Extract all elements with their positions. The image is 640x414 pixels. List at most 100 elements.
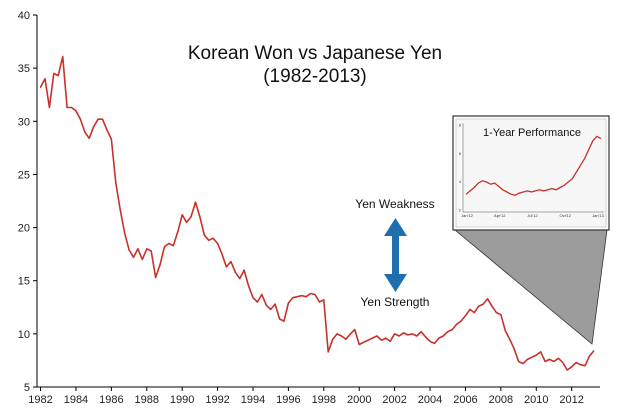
series-point (190, 216, 192, 218)
series-point (323, 299, 325, 301)
y-tick-label: 5 (24, 382, 30, 394)
series-point (367, 339, 369, 341)
x-tick-label: 2000 (347, 394, 371, 406)
inset-y-ticks: 8 6 4 2 (459, 123, 462, 213)
series-point (363, 341, 365, 343)
y-tick-label: 15 (18, 276, 30, 288)
series-point (394, 333, 396, 335)
series-point (526, 358, 529, 360)
inset-y-tick-label: 6 (459, 151, 462, 156)
series-point (571, 366, 573, 368)
series-point (411, 333, 413, 335)
series-point (141, 258, 143, 261)
series-point (500, 314, 502, 316)
series-point (234, 271, 236, 273)
inset-series-line (465, 135, 602, 196)
series-point (274, 303, 276, 305)
series-point (137, 248, 139, 250)
series-point (495, 312, 497, 314)
inset-x-ticks: Jan'12 Apr'12 Jul'12 Oct'12 Jan'13 (461, 213, 604, 218)
series-point (79, 118, 81, 120)
x-tick-label: 2006 (453, 394, 477, 406)
series-point (212, 237, 214, 239)
inset-x-tick-label: Jul'12 (527, 213, 538, 218)
series-point (593, 350, 595, 352)
series-point (159, 264, 161, 266)
series-point (252, 297, 254, 299)
x-tick-label: 2002 (382, 394, 406, 406)
series-point (482, 303, 484, 305)
series-point (146, 248, 148, 250)
series-point (487, 298, 489, 300)
series-point (509, 338, 511, 340)
series-point (44, 78, 46, 80)
x-tick-label: 2012 (559, 394, 583, 406)
series-point (469, 308, 471, 310)
series-point (172, 245, 174, 247)
yen-strength-label: Yen Strength (361, 295, 430, 309)
series-point (132, 256, 135, 258)
series-point (265, 304, 267, 306)
series-point (287, 302, 289, 304)
series-point (181, 214, 183, 216)
x-ticks: 1982 1984 1986 1988 1990 1992 1994 1996 1998 2000… (28, 387, 584, 406)
series-point (194, 201, 197, 203)
series-point (376, 335, 378, 337)
series-point (225, 266, 227, 268)
series-point (75, 110, 77, 112)
series-point (491, 305, 493, 307)
series-point (464, 315, 466, 317)
inset-y-tick-label: 8 (459, 123, 462, 128)
series-point (340, 335, 343, 337)
series-point (332, 338, 334, 340)
series-point (451, 329, 453, 331)
series-point (327, 351, 329, 353)
series-point (473, 312, 475, 314)
series-point (562, 362, 564, 364)
x-tick-label: 1988 (135, 394, 159, 406)
series-point (425, 336, 427, 338)
x-tick-label: 1986 (99, 394, 123, 406)
series-point (429, 340, 431, 342)
series-point (292, 297, 294, 299)
series-point (402, 332, 405, 334)
y-tick-label: 10 (18, 329, 30, 341)
series-point (217, 242, 219, 245)
series-point (62, 55, 64, 58)
series-point (371, 337, 374, 339)
series-point (106, 129, 108, 131)
inset-x-tick-label: Oct'12 (560, 213, 572, 218)
series-point (478, 305, 480, 307)
series-point (531, 356, 533, 358)
series-point (314, 293, 316, 296)
x-tick-label: 1996 (276, 394, 300, 406)
y-tick-label: 40 (18, 10, 30, 22)
x-tick-label: 2010 (524, 394, 548, 406)
series-point (168, 242, 170, 245)
series-point (301, 295, 303, 297)
chart-title: Korean Won vs Japanese Yen (188, 43, 442, 64)
series-point (548, 358, 551, 360)
series-points (39, 55, 595, 371)
yen-weakness-label: Yen Weakness (355, 197, 434, 211)
series-point (433, 342, 436, 344)
x-tick-label: 1992 (205, 394, 229, 406)
series-point (566, 369, 568, 371)
series-point (309, 292, 312, 295)
series-point (239, 278, 241, 280)
series-point (579, 364, 582, 366)
series-point (203, 234, 205, 236)
series-point (513, 348, 515, 350)
series-point (456, 323, 458, 325)
series-point (97, 118, 99, 120)
series-point (248, 285, 250, 287)
series-point (518, 360, 520, 363)
series-point (358, 343, 360, 346)
series-line (39, 55, 595, 371)
series-point (588, 355, 591, 357)
x-tick-label: 2008 (489, 394, 513, 406)
series-point (119, 208, 121, 211)
y-ticks: 5 10 15 20 25 30 35 40 (18, 10, 37, 394)
x-tick-label: 2004 (418, 394, 442, 406)
y-tick-label: 30 (18, 116, 30, 128)
